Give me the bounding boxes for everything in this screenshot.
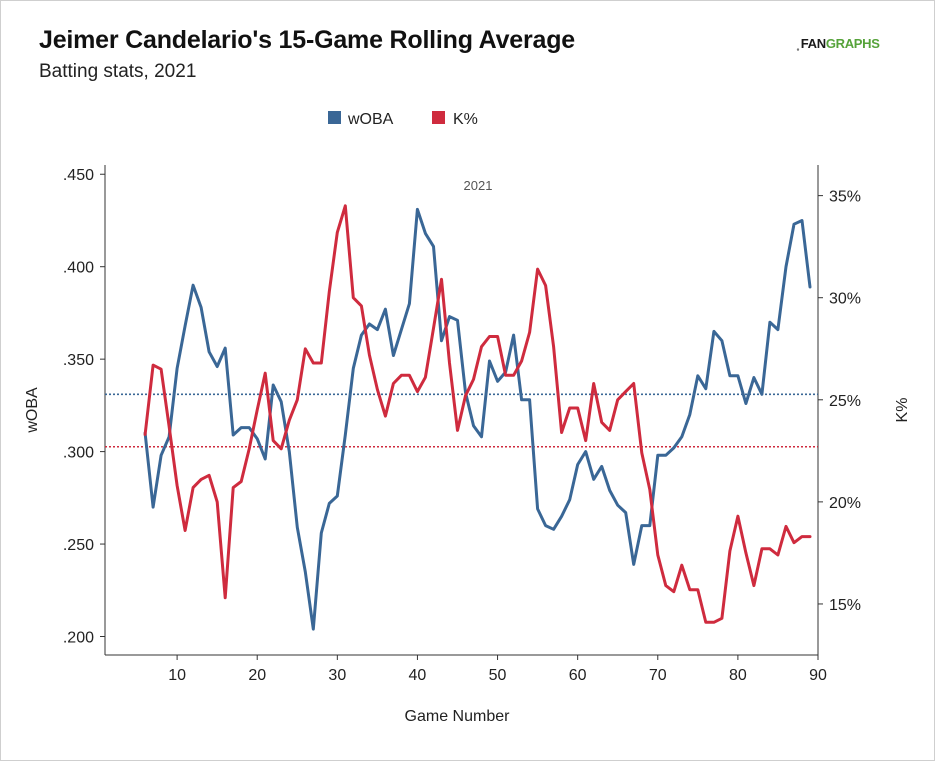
logo-text-fan: FAN [800, 36, 826, 51]
legend: wOBA K% [328, 111, 478, 128]
y-left-tick-label: .250 [63, 537, 94, 554]
panel-label: 2021 [464, 178, 493, 193]
fangraphs-logo: ˳ FAN GRAPHS [796, 36, 880, 51]
x-tick-label: 30 [328, 667, 346, 684]
legend-label-kpct: K% [453, 111, 478, 128]
legend-label-woba: wOBA [347, 111, 394, 128]
chart-subtitle: Batting stats, 2021 [39, 61, 197, 82]
series-lines [143, 204, 812, 631]
y-left-tick-label: .450 [63, 167, 94, 184]
logo-text-graphs: GRAPHS [825, 36, 880, 51]
series-line-woba [143, 207, 812, 631]
x-axis-title: Game Number [405, 708, 511, 725]
batter-logo-icon: ˳ [796, 36, 800, 51]
y-right-tick-label: 35% [829, 189, 861, 206]
y-left-tick-label: .300 [63, 445, 94, 462]
y-right-tick-label: 15% [829, 597, 861, 614]
y-left-tick-label: .400 [63, 260, 94, 277]
x-tick-label: 80 [729, 667, 747, 684]
series-line-kpct [143, 204, 812, 624]
axis-ticks: 10 20 30 40 50 60 70 80 90 .200 .250 .300 .350 .400 .4… [63, 167, 861, 684]
y-left-tick-label: .200 [63, 630, 94, 647]
x-tick-label: 60 [569, 667, 587, 684]
y-right-tick-label: 20% [829, 495, 861, 512]
y-axis-title-left: wOBA [24, 387, 41, 434]
x-tick-label: 40 [409, 667, 427, 684]
x-tick-label: 20 [248, 667, 266, 684]
x-tick-label: 70 [649, 667, 667, 684]
y-right-tick-label: 30% [829, 291, 861, 308]
legend-swatch-woba [328, 111, 341, 124]
y-axis-title-right: K% [894, 398, 911, 423]
y-right-tick-label: 25% [829, 393, 861, 410]
reference-lines [105, 393, 818, 448]
chart-title: Jeimer Candelario's 15-Game Rolling Aver… [39, 26, 575, 54]
x-tick-label: 10 [168, 667, 186, 684]
y-left-tick-label: .350 [63, 352, 94, 369]
legend-swatch-kpct [432, 111, 445, 124]
x-tick-label: 50 [489, 667, 507, 684]
x-tick-label: 90 [809, 667, 827, 684]
